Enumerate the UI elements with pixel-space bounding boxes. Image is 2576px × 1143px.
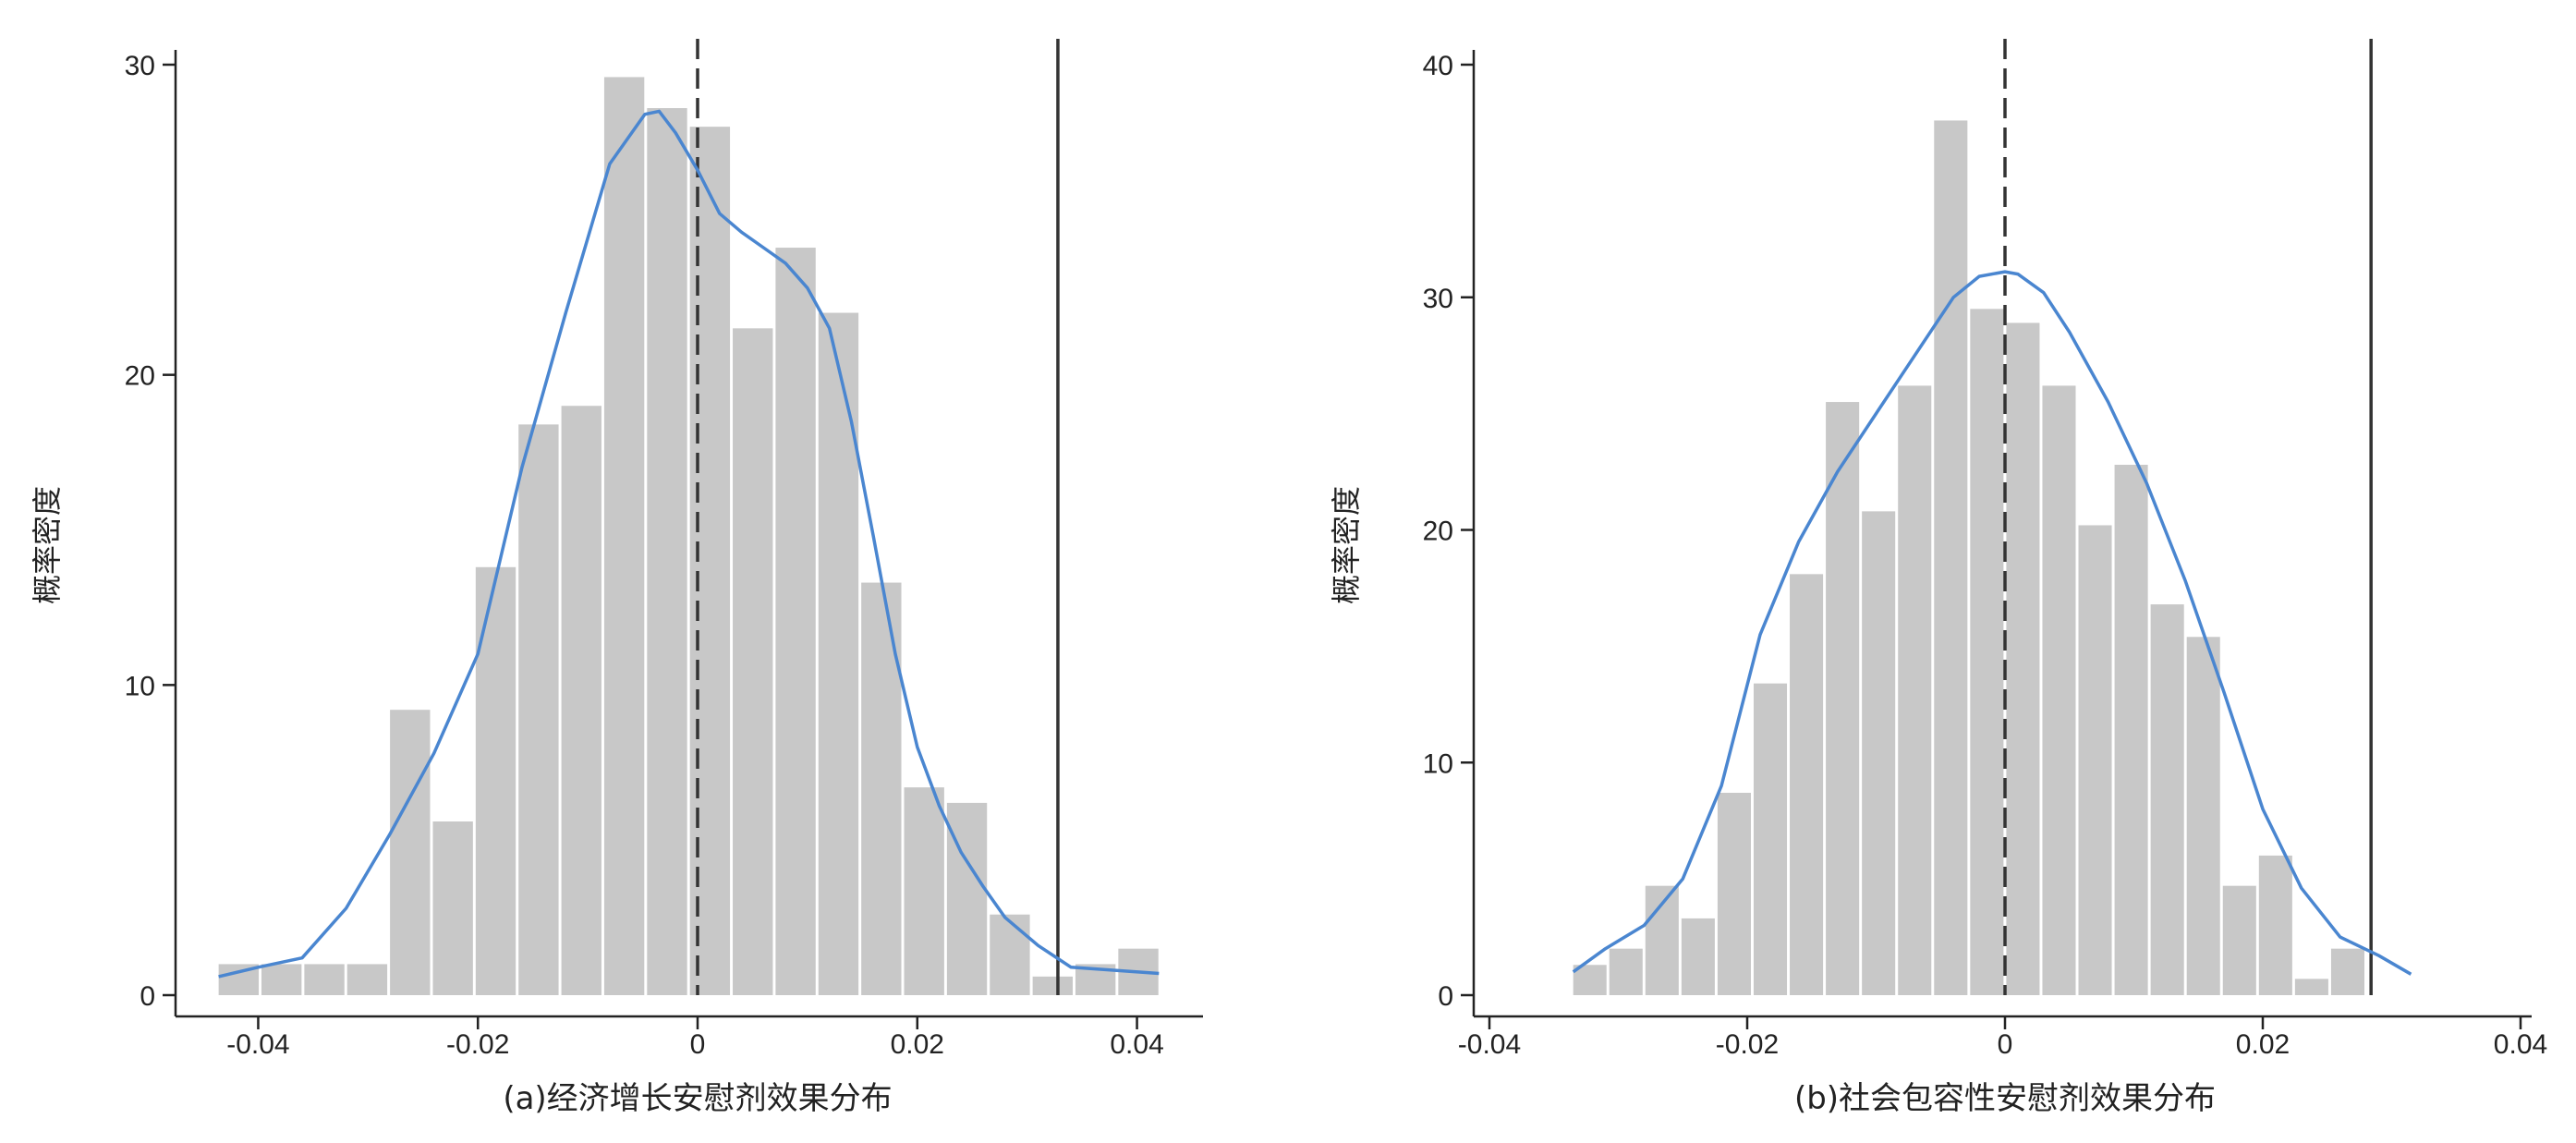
histogram-bar xyxy=(904,787,944,995)
histogram-bar xyxy=(775,248,816,995)
histogram-bar xyxy=(1681,918,1715,995)
x-tick-label: 0.04 xyxy=(2494,1029,2547,1060)
y-tick-label: 30 xyxy=(1423,284,1453,314)
y-tick-label: 40 xyxy=(1423,51,1453,81)
histogram-bar xyxy=(1862,511,1896,995)
histogram-bar xyxy=(261,964,302,995)
histogram-bar xyxy=(1934,120,1968,996)
x-tick-label: 0 xyxy=(1998,1029,2013,1060)
histogram-bar xyxy=(2330,948,2364,995)
x-tick-label: -0.04 xyxy=(226,1029,289,1060)
histogram-bar xyxy=(1790,574,1824,995)
histogram-bar xyxy=(2006,322,2040,995)
y-tick-label: 0 xyxy=(140,981,155,1012)
histogram-bar xyxy=(2078,525,2112,995)
panel-b-social-inclusion: 0 10 20 30 40 -0.04 -0.02 0 0.02 0.04 (b)社会包容性安慰剂效… xyxy=(1329,39,2547,1117)
panel-a-economic-growth: 0 10 20 30 -0.04 -0.02 0 0.02 0.04 (a)经济增长安慰剂效果分布… xyxy=(30,39,1203,1117)
x-tick-label: -0.02 xyxy=(446,1029,509,1060)
histogram-bar xyxy=(733,328,773,996)
y-axis-title: 概率密度 xyxy=(30,486,65,604)
histogram-bar xyxy=(2150,604,2184,995)
histogram-bar xyxy=(689,127,731,996)
histogram-bar xyxy=(518,424,559,996)
histogram-bar xyxy=(2042,385,2076,995)
kde-curve xyxy=(1572,270,2412,976)
x-tick-label: 0 xyxy=(690,1029,706,1060)
histogram-bar xyxy=(2114,465,2148,995)
histogram-bar xyxy=(2294,979,2328,995)
histogram-bar xyxy=(2186,637,2220,995)
x-tick-label: 0.02 xyxy=(2236,1029,2290,1060)
histogram-bar xyxy=(2222,885,2256,995)
y-tick-label: 10 xyxy=(1423,748,1453,779)
histogram-bar xyxy=(432,821,473,995)
histogram-bar xyxy=(990,914,1030,995)
kde-curve xyxy=(218,109,1160,979)
histogram-bar xyxy=(304,964,345,995)
y-tick-label: 0 xyxy=(1438,981,1453,1012)
histogram-bar xyxy=(1753,683,1788,995)
histogram-bar xyxy=(561,406,601,995)
x-tick-label: -0.02 xyxy=(1716,1029,1779,1060)
x-axis-title: (b)社会包容性安慰剂效果分布 xyxy=(1794,1080,2216,1117)
histogram-bar xyxy=(818,312,859,995)
x-tick-label: -0.04 xyxy=(1458,1029,1521,1060)
x-tick-label: 0.04 xyxy=(1110,1029,1163,1060)
y-axis-title: 概率密度 xyxy=(1329,486,1364,604)
histogram-bar xyxy=(1826,402,1860,996)
histogram-bar xyxy=(1573,965,1607,995)
histogram-bar xyxy=(390,710,431,995)
histogram-bar xyxy=(2258,855,2292,995)
histogram-bar xyxy=(647,107,687,995)
histogram-bar xyxy=(1032,976,1073,995)
x-tick-label: 0.02 xyxy=(891,1029,944,1060)
histogram-bar xyxy=(1970,309,2004,995)
y-tick-label: 20 xyxy=(125,361,155,392)
y-tick-label: 30 xyxy=(125,51,155,81)
y-tick-label: 10 xyxy=(125,671,155,701)
histogram-bar xyxy=(1609,948,1643,995)
x-axis-title: (a)经济增长安慰剂效果分布 xyxy=(503,1080,892,1117)
histogram-bar xyxy=(1898,385,1932,995)
histogram-bar xyxy=(861,582,902,995)
histogram-bar xyxy=(1717,792,1751,995)
histogram-bar xyxy=(346,964,388,995)
histogram-bar xyxy=(603,77,645,996)
y-tick-label: 20 xyxy=(1423,517,1453,547)
